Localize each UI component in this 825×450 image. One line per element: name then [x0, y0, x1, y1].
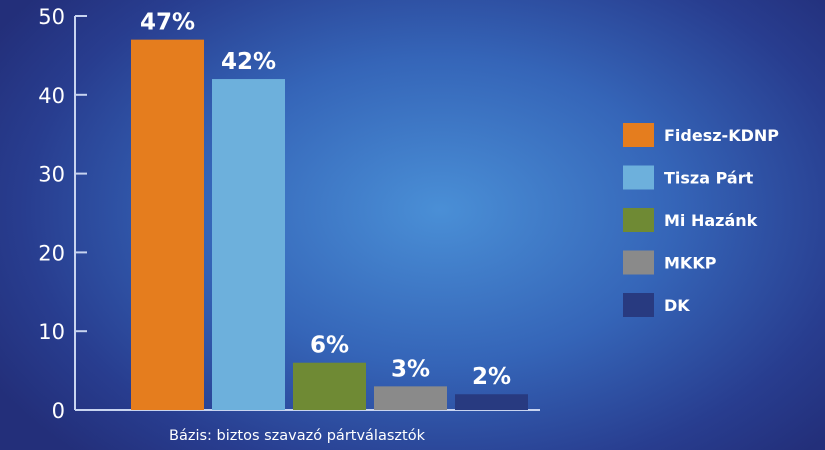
- legend-swatch: [623, 123, 654, 147]
- y-tick-label: 0: [52, 399, 65, 423]
- data-label: 3%: [391, 356, 430, 382]
- y-tick-label: 20: [38, 241, 65, 265]
- bar-mi-haz-nk: [293, 362, 366, 410]
- y-tick-label: 30: [38, 163, 65, 187]
- y-tick-label: 50: [38, 5, 65, 29]
- y-tick-label: 40: [38, 84, 65, 108]
- legend-label: Mi Hazánk: [664, 211, 758, 230]
- data-label: 6%: [310, 333, 349, 359]
- y-tick-label: 10: [38, 320, 65, 344]
- legend-label: Fidesz-KDNP: [664, 126, 779, 145]
- legend-label: Tisza Párt: [664, 169, 754, 188]
- bar-fidesz-kdnp: [131, 39, 204, 410]
- base-note: Bázis: biztos szavazó pártválasztók: [169, 428, 426, 444]
- legend-swatch: [623, 293, 654, 317]
- data-label: 47%: [140, 10, 195, 36]
- data-label: 42%: [221, 49, 276, 75]
- legend-swatch: [623, 165, 654, 190]
- bar-tisza-p-rt: [212, 79, 285, 410]
- legend-swatch: [623, 250, 654, 275]
- bar-dk: [455, 394, 528, 410]
- legend-label: DK: [664, 296, 690, 315]
- legend-label: MKKP: [664, 254, 717, 273]
- legend-swatch: [623, 208, 654, 232]
- data-label: 2%: [472, 364, 511, 390]
- bar-mkkp: [374, 386, 447, 410]
